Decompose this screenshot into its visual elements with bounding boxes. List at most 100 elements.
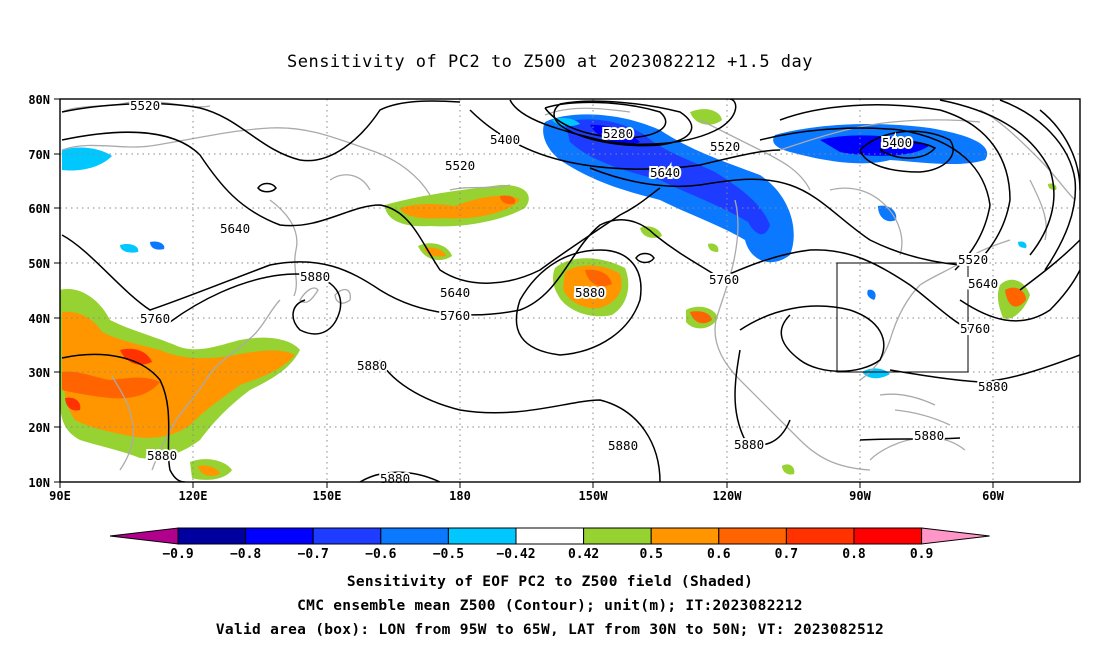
colorbar-label: −0.5 — [433, 547, 464, 562]
shade-positive-bc — [708, 243, 719, 252]
contour-label: 5520 — [958, 252, 988, 267]
contour-5880-pacific — [379, 359, 661, 482]
lon-labels: 90E 120E 150E 180 150W 120W 90W 60W — [49, 489, 1004, 503]
shade-positive-baja-core — [690, 311, 712, 324]
colorbar-label: −0.9 — [162, 547, 193, 562]
contour-label: 5880 — [978, 379, 1008, 394]
lat-label: 10N — [28, 476, 50, 490]
contour-bottom-5880 — [359, 471, 441, 482]
colorbar-swatch — [650, 527, 720, 545]
contour-5880-gulf — [734, 349, 791, 446]
contour-hudson-5400 — [859, 130, 954, 173]
contour-5760-west — [61, 219, 721, 316]
colorbar-swatch — [853, 527, 923, 545]
contour-label: 5880 — [575, 285, 605, 300]
lon-label: 90E — [49, 489, 71, 503]
lon-label: 180 — [449, 489, 471, 503]
contour-label: 5880 — [914, 428, 944, 443]
contour-label: 5520 — [710, 139, 740, 154]
contour-east-7 — [959, 269, 1080, 322]
colorbar-swatch — [177, 527, 247, 545]
shade-negative-kamchatka2 — [150, 241, 165, 250]
contour-5640-mid — [589, 167, 961, 266]
contour-label: 5520 — [445, 158, 475, 173]
shade-negative-pacific-inner — [590, 124, 640, 145]
shade-positive-asia-orange — [62, 311, 295, 438]
coastlines — [61, 100, 1076, 471]
contour-label: 5760 — [140, 311, 170, 326]
caption-line-2: CMC ensemble mean Z500 (Contour); unit(m… — [297, 598, 803, 614]
shade-negative-siberia — [62, 147, 112, 171]
contour-5520-mid — [469, 109, 781, 170]
shade-positive-gulf-ca — [782, 464, 795, 475]
contour-5880-mexico — [739, 305, 885, 372]
contour-5880-caribbean — [859, 437, 961, 441]
colorbar-label: 0.6 — [707, 547, 731, 562]
contour-label: 5400 — [882, 135, 912, 150]
contour-label: 5880 — [608, 438, 638, 453]
colorbar-label: −0.7 — [298, 547, 329, 562]
colorbar-swatch — [447, 527, 517, 545]
lon-label: 60W — [982, 489, 1004, 503]
shade-positive-greenland — [1048, 183, 1057, 190]
map-frame — [59, 98, 1081, 483]
contour-5760-mid — [719, 249, 971, 331]
shade-negative-kamchatka — [120, 243, 139, 253]
contour-east-3 — [939, 99, 1055, 256]
lat-label: 70N — [28, 148, 50, 162]
contour-label: 5760 — [709, 272, 739, 287]
colorbar-swatch — [245, 527, 314, 545]
contour-label: 5400 — [490, 132, 520, 147]
colorbar-right-arrow — [921, 527, 990, 545]
colorbar-label: 0.7 — [775, 547, 798, 562]
colorbar-swatch — [583, 527, 652, 545]
contour-small-ring2 — [635, 252, 655, 264]
colorbar-label: −0.8 — [230, 547, 261, 562]
shade-positive-alaska — [690, 109, 722, 125]
graticule — [60, 99, 1080, 482]
lat-label: 20N — [28, 421, 50, 435]
contour-label: 5640 — [220, 221, 250, 236]
lat-label: 80N — [28, 93, 50, 107]
contour-east-2 — [759, 127, 991, 271]
contour-label: 5880 — [734, 437, 764, 452]
contour-hudson-5280 — [879, 141, 937, 159]
shade-negative-west-canada — [878, 205, 897, 222]
shade-negative-florida — [862, 368, 890, 379]
colorbar-label: 0.9 — [910, 547, 933, 562]
shade-positive-aleutian-core — [424, 247, 446, 257]
tick-marks — [54, 98, 994, 488]
shade-positive-bering-orange — [400, 195, 520, 219]
lat-label: 60N — [28, 202, 50, 216]
contour-east-6 — [1019, 239, 1080, 291]
caption-line-1: Sensitivity of EOF PC2 to Z500 field (Sh… — [346, 574, 754, 590]
contour-label: 5760 — [440, 308, 470, 323]
lat-label: 50N — [28, 257, 50, 271]
contour-5880-atlantic — [889, 354, 1080, 383]
page-title: Sensitivity of PC2 to Z500 at 2023082212… — [286, 52, 813, 72]
colorbar-swatch — [312, 527, 382, 545]
shade-positive-bering-red — [500, 195, 516, 205]
contour-label: 5640 — [440, 285, 470, 300]
contour-label: 5640 — [968, 276, 998, 291]
contour-5880-japan — [169, 273, 342, 335]
lon-label: 90W — [849, 489, 871, 503]
shade-positive-asia-red2 — [120, 348, 152, 365]
shade-positive-south-china-core — [198, 465, 220, 476]
lon-label: 120W — [713, 489, 743, 503]
contour-label: 5760 — [960, 321, 990, 336]
colorbar-label: 0.42 — [568, 547, 599, 562]
shade-negative-atlantic — [1018, 241, 1027, 248]
colorbar-label: −0.6 — [365, 547, 396, 562]
contour-east-1 — [779, 104, 1011, 266]
shade-positive-pacific-high-red — [585, 269, 612, 287]
shade-negative-hudson-core — [820, 135, 930, 156]
lat-label: 40N — [28, 312, 50, 326]
colorbar-label: 0.8 — [842, 547, 866, 562]
shade-negative-greatlakes — [867, 289, 876, 300]
contour-labels: 5520 5400 5280 5520 5640 5520 5400 5640 … — [128, 96, 1010, 488]
contour-5400-inner — [553, 100, 693, 147]
colorbar-swatch — [718, 527, 787, 545]
lon-label: 150E — [313, 489, 342, 503]
shade-positive-newfoundland-core — [1005, 287, 1026, 307]
